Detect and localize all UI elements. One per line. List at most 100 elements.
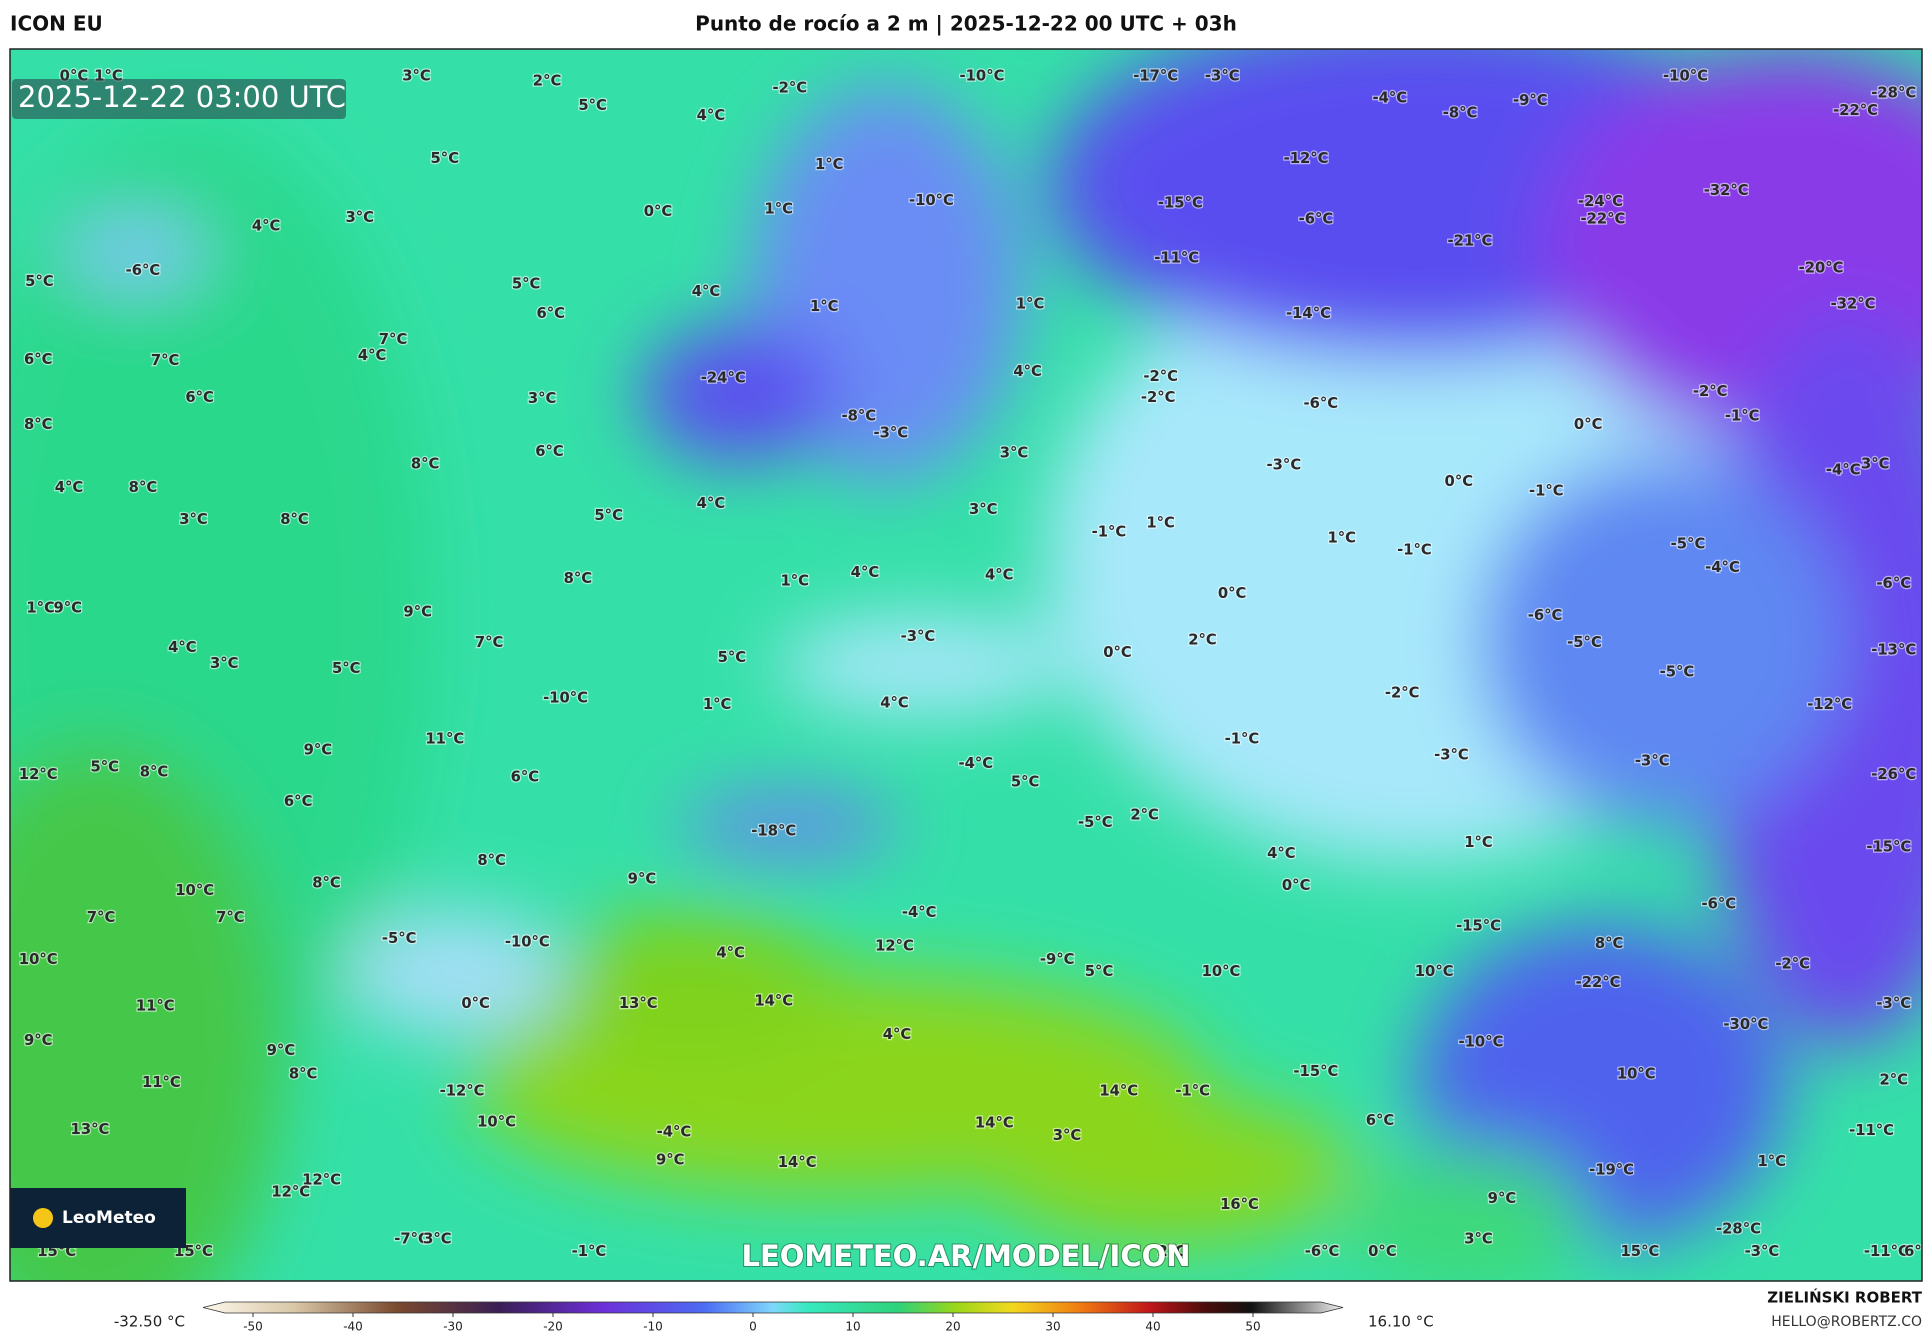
temperature-label: -2°C	[1385, 685, 1420, 702]
temperature-label: 15°C	[1621, 1243, 1660, 1260]
temperature-label: 2°C	[1188, 632, 1217, 649]
temperature-label: 2°C	[1130, 807, 1159, 824]
colorbar: -32.50 °C 16.10 °C -50 -40 -30 -20 -10 0 10 20 3…	[114, 1301, 1434, 1334]
temperature-label: -6°C	[126, 262, 161, 279]
temperature-label: -32°C	[1831, 295, 1876, 312]
logo-text: LeoMeteo	[62, 1208, 156, 1228]
temperature-label: -2°C	[1143, 368, 1178, 385]
temperature-label: 4°C	[358, 347, 387, 364]
temperature-label: 1°C	[815, 156, 844, 173]
temperature-label: 0°C	[644, 203, 673, 220]
temperature-label: -5°C	[1078, 814, 1113, 831]
temperature-label: -11°C	[1864, 1243, 1909, 1260]
temperature-label: 6°C	[1366, 1112, 1394, 1129]
temperature-label: 6°C	[24, 351, 53, 368]
credit-name: ZIELIŃSKI ROBERT	[1767, 1288, 1922, 1307]
temperature-label: 8°C	[24, 416, 53, 433]
temperature-label: -17°C	[1133, 67, 1178, 84]
temperature-label: -1°C	[1725, 407, 1760, 424]
temperature-label: 7°C	[379, 331, 407, 348]
temperature-label: 0°C	[1368, 1243, 1397, 1260]
temperature-label: -12°C	[1807, 696, 1852, 713]
temperature-label: 1°C	[764, 200, 793, 217]
temperature-label: 4°C	[697, 107, 726, 124]
temperature-label: -1°C	[1397, 542, 1432, 559]
temperature-label: -24°C	[1578, 193, 1623, 210]
temperature-label: 8°C	[1595, 935, 1624, 952]
colorbar-tick-label: 50	[1245, 1320, 1260, 1334]
temperature-label: 7°C	[87, 909, 116, 926]
temperature-label: -15°C	[1158, 194, 1203, 211]
temperature-label: -20°C	[1799, 260, 1844, 277]
temperature-label: 4°C	[692, 283, 721, 300]
temperature-label: 4°C	[1013, 363, 1042, 380]
temperature-label: 1°C	[26, 600, 55, 617]
temperature-label: 8°C	[312, 874, 341, 891]
temperature-label: -3°C	[1745, 1243, 1780, 1260]
temperature-label: 0°C	[461, 995, 490, 1012]
temperature-label: 11°C	[425, 730, 464, 747]
temperature-label: 0°C	[1574, 416, 1603, 433]
temperature-label: 1°C	[703, 696, 732, 713]
colorbar-tick-label: -30	[443, 1320, 463, 1334]
temperature-label: 2°C	[1157, 1243, 1186, 1260]
temperature-label: 4°C	[880, 695, 908, 712]
temperature-label: 0°C	[1218, 585, 1247, 602]
temperature-label: 14°C	[778, 1154, 817, 1171]
temperature-label: -1°C	[1175, 1083, 1210, 1100]
temperature-label: 3°C	[210, 655, 239, 672]
temperature-label: 6°C	[1904, 1243, 1932, 1260]
temperature-label: 12°C	[271, 1184, 310, 1201]
map-frame	[9, 48, 1923, 1282]
timestamp: 2025-12-22 03:00 UTC	[18, 80, 346, 114]
map-labels: 0°C 1°C 3°C 2°C 5°C 4°C -2°C -10°C -17°C -3°C -4°C…	[18, 66, 1932, 1261]
temperature-label: 1°C	[780, 573, 808, 590]
temperature-label: -5°C	[382, 930, 417, 947]
temperature-label: 8°C	[564, 570, 593, 587]
temperature-label: -19°C	[1589, 1161, 1634, 1178]
temperature-label: -12°C	[440, 1083, 485, 1100]
temperature-label: 5°C	[90, 759, 119, 776]
temperature-label: 5°C	[431, 150, 459, 167]
temperature-label: 11°C	[136, 998, 175, 1015]
temperature-label: -3°C	[901, 628, 936, 645]
temperature-label: 14°C	[1099, 1083, 1138, 1100]
temperature-label: -6°C	[1303, 395, 1338, 412]
temperature-label: 7°C	[216, 909, 245, 926]
temperature-label: -4°C	[902, 904, 937, 921]
temperature-label: 3°C	[346, 209, 374, 226]
temperature-label: 1°C	[1146, 515, 1175, 532]
temperature-label: 8°C	[129, 479, 158, 496]
temperature-label: 11°C	[142, 1074, 181, 1091]
colorbar-tick-label: 40	[1145, 1320, 1160, 1334]
temperature-label: 10°C	[1202, 963, 1241, 980]
colorbar-tick-label: 30	[1045, 1320, 1060, 1334]
temperature-label: -6°C	[1305, 1243, 1340, 1260]
temperature-label: 5°C	[332, 660, 360, 677]
colorbar-bar	[202, 1301, 1344, 1314]
temperature-label: -6°C	[1299, 210, 1334, 227]
colorbar-min: -32.50 °C	[114, 1313, 185, 1331]
field-shading	[10, 49, 1922, 1281]
temperature-label: -15°C	[1866, 839, 1911, 856]
temperature-label: 3°C	[1464, 1230, 1492, 1247]
temperature-label: -2°C	[1693, 383, 1728, 400]
temperature-label: 1°C	[1016, 295, 1044, 312]
temperature-label: 8°C	[477, 852, 506, 869]
temperature-label: 9°C	[628, 871, 657, 888]
temperature-label: 4°C	[985, 566, 1014, 583]
temperature-label: -11°C	[1849, 1122, 1894, 1139]
temperature-label: 12°C	[875, 937, 914, 954]
temperature-label: -28°C	[1716, 1221, 1761, 1238]
temperature-label: -21°C	[1447, 232, 1492, 249]
temperature-label: 4°C	[883, 1026, 912, 1043]
temperature-label: 10°C	[175, 882, 214, 899]
watermark: LEOMETEO.AR/MODEL/ICON	[741, 1239, 1190, 1273]
temperature-label: 8°C	[289, 1065, 318, 1082]
temperature-label: 5°C	[578, 97, 607, 114]
colorbar-tick-label: -40	[343, 1320, 363, 1334]
temperature-label: -9°C	[1040, 951, 1075, 968]
temperature-label: -4°C	[959, 755, 994, 772]
temperature-label: -8°C	[841, 407, 876, 424]
temperature-label: 9°C	[54, 600, 83, 617]
